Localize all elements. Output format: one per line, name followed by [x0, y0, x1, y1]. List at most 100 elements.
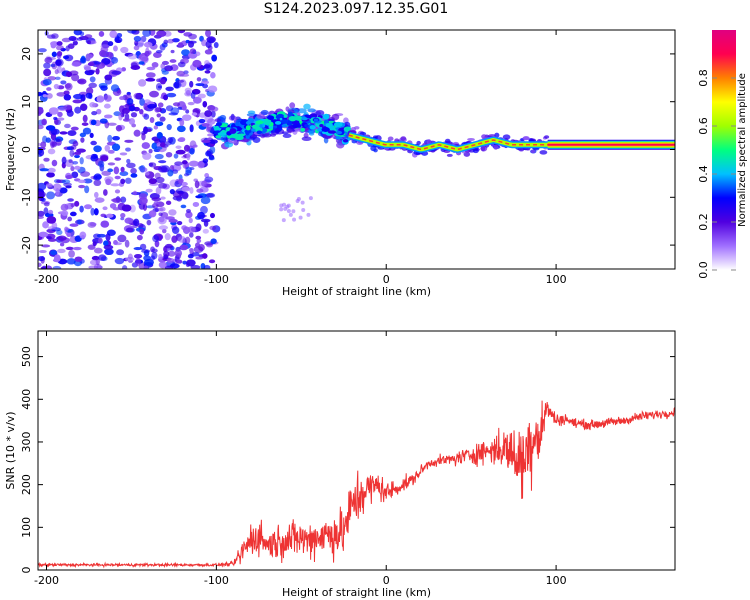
heatmap-cell — [74, 165, 81, 170]
heatmap-cell — [139, 165, 146, 173]
heatmap-cell — [64, 226, 69, 232]
heatmap-cell — [120, 166, 125, 173]
heatmap-cell — [80, 103, 88, 111]
heatmap-cell — [43, 157, 50, 162]
heatmap-cell — [84, 185, 90, 194]
heatmap-cell — [67, 198, 74, 202]
heatmap-cell — [158, 182, 168, 189]
heatmap-cell — [135, 257, 141, 266]
heatmap-cell — [40, 197, 46, 202]
heatmap-cell — [255, 120, 264, 125]
heatmap-cell — [72, 93, 83, 100]
x-tick-label: -200 — [34, 574, 59, 587]
heatmap-cell — [155, 186, 162, 195]
heatmap-cell — [120, 46, 129, 54]
colorbar-tick-label: 0.6 — [697, 117, 710, 135]
heatmap-cell — [322, 113, 330, 120]
heatmap-cell — [201, 253, 208, 259]
heatmap-cell — [38, 147, 43, 155]
heatmap-cell — [207, 85, 218, 93]
heatmap-cell — [65, 71, 73, 78]
heatmap-cell — [99, 118, 108, 124]
heatmap-cell — [150, 246, 155, 253]
heatmap-cell — [41, 118, 47, 126]
heatmap-cell — [160, 63, 166, 70]
heatmap-cell — [134, 40, 139, 46]
heatmap-cell — [86, 40, 92, 45]
heatmap-cell — [148, 148, 153, 154]
x-axis-label: Height of straight line (km) — [282, 586, 431, 599]
heatmap-cell — [89, 259, 99, 266]
heatmap-cell — [84, 34, 93, 39]
heatmap-cell — [210, 238, 217, 245]
heatmap-cell — [51, 159, 58, 167]
heatmap-cell — [197, 93, 206, 99]
heatmap-cell — [522, 135, 530, 141]
heatmap-cell — [56, 92, 66, 97]
heatmap-cell — [400, 136, 407, 141]
heatmap-cell — [124, 139, 134, 143]
heatmap-cell — [148, 210, 157, 218]
heatmap-cell — [287, 127, 293, 134]
heatmap-cell — [183, 144, 191, 152]
heatmap-cell — [301, 117, 308, 121]
heatmap-cell — [235, 122, 240, 127]
plot-snr: -200 -100 0 100 0 100 200 300 400 500 Height of st… — [4, 330, 676, 599]
heatmap-cell — [55, 45, 64, 51]
heatmap-cell — [111, 143, 121, 152]
heatmap-cell — [109, 203, 117, 209]
heatmap-cell — [119, 152, 128, 156]
heatmap-cell — [89, 102, 96, 108]
heatmap-cell — [161, 228, 167, 234]
heatmap-cell — [176, 221, 183, 226]
heatmap-cell — [159, 142, 166, 148]
heatmap-cell — [387, 136, 394, 141]
heatmap-cell — [285, 106, 290, 112]
heatmap-cell — [54, 76, 61, 80]
heatmap-cell — [117, 234, 127, 243]
heatmap-cell — [203, 64, 211, 69]
heatmap-cell — [55, 188, 60, 196]
heatmap-cell — [153, 200, 160, 205]
heatmap-cell — [196, 188, 204, 193]
heatmap-cell — [207, 118, 216, 125]
heatmap-cell — [74, 151, 82, 155]
heatmap-cell — [145, 188, 153, 193]
heatmap-cell — [74, 256, 83, 262]
heatmap-cell — [70, 203, 75, 208]
y-tick-label: 0 — [20, 567, 33, 574]
heatmap-cell — [39, 168, 49, 172]
heatmap-cell — [354, 126, 360, 130]
heatmap-cell — [139, 98, 145, 106]
heatmap-cell — [47, 76, 57, 81]
heatmap-cell — [207, 133, 214, 137]
heatmap-cell — [107, 168, 114, 173]
heatmap-cell — [256, 130, 263, 135]
heatmap-cell — [201, 180, 208, 187]
heatmap-cell — [92, 241, 97, 247]
heatmap-cell — [66, 109, 74, 117]
heatmap-cell — [255, 126, 261, 132]
heatmap-cell — [83, 178, 93, 184]
heatmap-cell — [50, 250, 58, 256]
heatmap-cell — [133, 253, 143, 259]
heatmap-cell — [93, 61, 102, 65]
heatmap-cell — [96, 108, 102, 115]
heatmap-cell — [316, 127, 323, 132]
heatmap-cell — [133, 92, 142, 100]
heatmap-cell — [63, 182, 72, 187]
heatmap-cell — [133, 218, 140, 227]
heatmap-cell — [59, 242, 65, 247]
heatmap-cell — [262, 119, 272, 126]
heatmap-cell — [158, 216, 165, 223]
heatmap-cell — [92, 175, 98, 181]
heatmap-cell — [87, 69, 96, 74]
heatmap-cell — [90, 207, 95, 216]
heatmap-cell — [210, 72, 216, 79]
heatmap-cell — [190, 91, 196, 99]
heatmap-cell — [127, 253, 133, 260]
heatmap-cell — [130, 167, 137, 174]
heatmap-cell — [103, 244, 114, 250]
heatmap-cell — [189, 187, 194, 194]
heatmap-cell — [149, 90, 159, 98]
